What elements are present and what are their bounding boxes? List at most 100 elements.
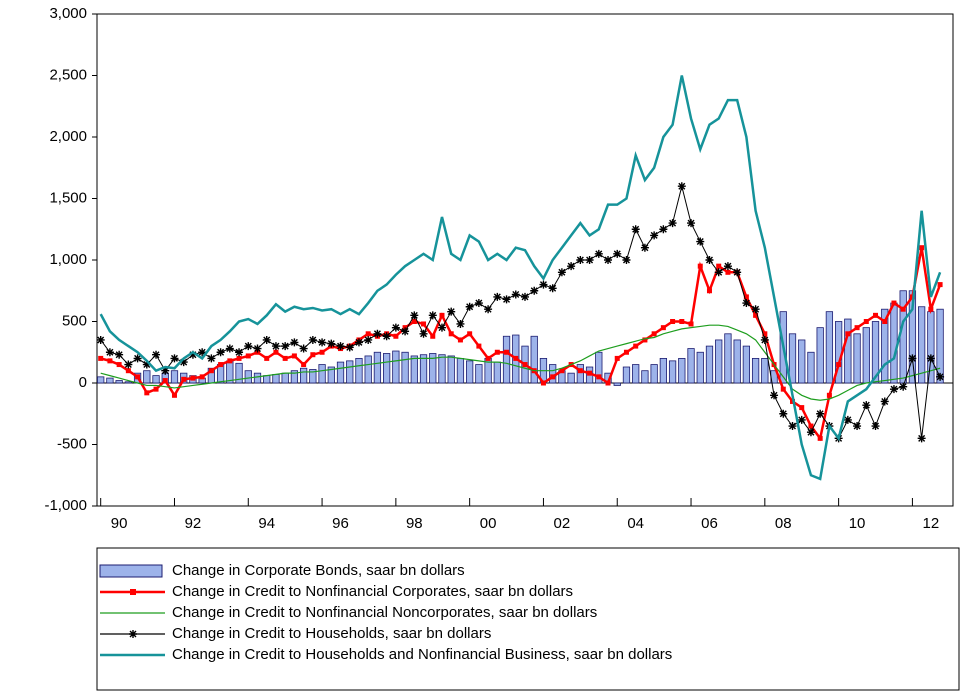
marker bbox=[891, 300, 897, 306]
marker bbox=[235, 348, 244, 357]
marker bbox=[548, 284, 557, 293]
bar bbox=[853, 333, 861, 384]
line bbox=[99, 75, 942, 481]
bar bbox=[687, 348, 695, 384]
bar bbox=[788, 333, 797, 384]
bar bbox=[318, 364, 326, 384]
marker bbox=[476, 343, 482, 349]
marker bbox=[310, 352, 316, 358]
bar bbox=[668, 360, 677, 384]
marker bbox=[308, 335, 317, 344]
x-tick-label: 06 bbox=[701, 515, 718, 532]
bar bbox=[549, 364, 557, 384]
marker bbox=[291, 353, 297, 359]
marker bbox=[697, 263, 703, 269]
marker bbox=[264, 355, 270, 361]
bar bbox=[456, 357, 465, 384]
legend-label: Change in Credit to Nonfinancial Noncorp… bbox=[172, 604, 597, 621]
marker bbox=[539, 280, 548, 289]
marker bbox=[873, 312, 879, 318]
marker bbox=[502, 295, 511, 304]
marker bbox=[208, 368, 214, 374]
bar bbox=[235, 362, 243, 384]
marker bbox=[557, 268, 566, 277]
marker bbox=[225, 344, 234, 353]
marker bbox=[936, 372, 945, 381]
line bbox=[100, 324, 941, 401]
marker bbox=[319, 349, 325, 355]
marker bbox=[474, 299, 483, 308]
marker bbox=[153, 386, 159, 392]
marker bbox=[144, 390, 150, 396]
marker bbox=[227, 358, 233, 364]
marker bbox=[245, 353, 251, 359]
marker bbox=[613, 249, 622, 258]
marker bbox=[585, 256, 594, 264]
marker bbox=[253, 344, 262, 353]
marker bbox=[105, 348, 114, 357]
marker bbox=[484, 305, 493, 314]
bar bbox=[410, 355, 418, 384]
marker bbox=[513, 355, 519, 361]
bar bbox=[751, 357, 760, 384]
marker bbox=[391, 323, 400, 332]
marker bbox=[677, 182, 686, 191]
marker bbox=[780, 386, 786, 392]
marker bbox=[262, 335, 271, 344]
marker bbox=[116, 362, 122, 368]
marker bbox=[188, 350, 197, 359]
marker bbox=[845, 331, 851, 337]
marker bbox=[594, 249, 603, 258]
marker bbox=[660, 325, 666, 331]
marker bbox=[668, 219, 677, 228]
x-tick-label: 94 bbox=[258, 515, 275, 532]
bar bbox=[309, 369, 317, 384]
marker bbox=[762, 331, 768, 337]
legend-label: Change in Credit to Households and Nonfi… bbox=[172, 646, 672, 663]
bar bbox=[419, 354, 428, 384]
marker bbox=[633, 343, 639, 349]
marker bbox=[373, 329, 382, 338]
marker bbox=[817, 435, 823, 441]
marker bbox=[467, 331, 473, 337]
legend-swatch bbox=[99, 564, 163, 578]
marker bbox=[908, 354, 917, 363]
marker bbox=[806, 428, 815, 437]
marker bbox=[716, 263, 722, 269]
bar bbox=[936, 308, 944, 384]
marker bbox=[181, 376, 187, 382]
bar bbox=[798, 339, 806, 384]
marker bbox=[521, 292, 529, 301]
marker bbox=[290, 338, 299, 347]
marker bbox=[900, 306, 906, 312]
marker bbox=[587, 370, 593, 376]
bar bbox=[244, 370, 252, 384]
marker bbox=[171, 392, 177, 398]
marker bbox=[364, 335, 373, 344]
marker bbox=[650, 231, 659, 240]
marker bbox=[354, 338, 363, 347]
marker bbox=[393, 333, 399, 339]
y-tick-label: 1,500 bbox=[49, 189, 87, 206]
marker bbox=[115, 350, 124, 359]
marker bbox=[428, 311, 437, 320]
marker bbox=[142, 360, 151, 369]
marker bbox=[439, 312, 445, 318]
marker bbox=[917, 434, 926, 443]
x-tick-label: 08 bbox=[775, 515, 792, 532]
legend-label: Change in Credit to Nonfinancial Corpora… bbox=[172, 583, 573, 600]
x-tick-label: 04 bbox=[627, 515, 644, 532]
marker bbox=[152, 350, 161, 359]
bar bbox=[355, 357, 363, 384]
marker bbox=[550, 374, 556, 380]
marker bbox=[522, 362, 528, 368]
bar bbox=[290, 370, 299, 384]
marker bbox=[605, 380, 611, 386]
marker bbox=[236, 355, 242, 361]
bar bbox=[336, 361, 345, 384]
bar bbox=[742, 345, 751, 384]
marker bbox=[419, 329, 428, 338]
plot-frame bbox=[96, 13, 954, 507]
bar bbox=[281, 372, 289, 384]
